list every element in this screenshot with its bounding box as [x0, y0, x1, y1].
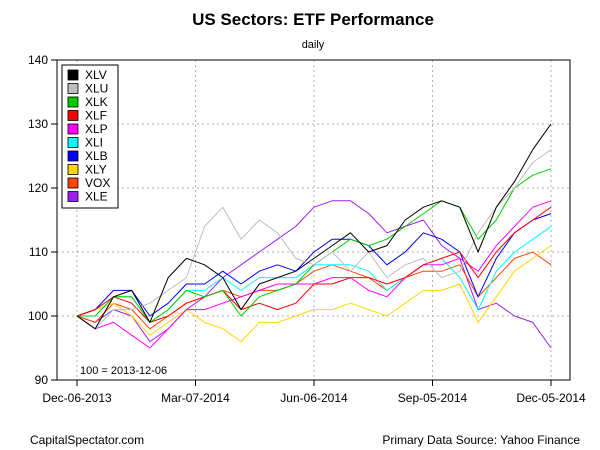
- x-tick-label: Sep-05-2014: [398, 391, 468, 405]
- legend-swatch: [67, 137, 79, 148]
- legend-label: XLF: [85, 109, 107, 123]
- y-tick-label: 130: [28, 117, 48, 131]
- footer-left: CapitalSpectator.com: [30, 433, 144, 447]
- baseline-note: 100 = 2013-12-06: [80, 365, 167, 377]
- legend-label: XLV: [85, 68, 107, 82]
- series-line-xlv: [76, 123, 552, 330]
- series-line-vox: [76, 251, 552, 330]
- series-line-xly: [76, 245, 552, 343]
- legend-swatch: [67, 96, 79, 108]
- gridlines: [57, 59, 570, 381]
- legend-label: XLP: [85, 122, 108, 136]
- y-tick-label: 100: [28, 309, 48, 323]
- chart-subtitle: daily: [302, 39, 325, 51]
- x-tick-label: Dec-05-2014: [516, 391, 586, 405]
- series-lines: [76, 123, 552, 349]
- x-tick-label: Jun-06-2014: [280, 391, 348, 405]
- legend-swatch: [67, 150, 79, 162]
- legend-swatch: [67, 177, 79, 189]
- legend-label: XLY: [85, 163, 107, 177]
- legend-label: XLK: [85, 95, 108, 109]
- series-line-xlu: [76, 149, 552, 330]
- x-tick-label: Dec-06-2013: [42, 391, 112, 405]
- legend-swatch: [67, 191, 79, 202]
- footer-right: Primary Data Source: Yahoo Finance: [382, 433, 580, 447]
- legend-swatch: [67, 69, 79, 81]
- y-tick-label: 120: [28, 181, 48, 195]
- y-tick-label: 90: [35, 373, 49, 387]
- legend-swatch: [67, 123, 79, 135]
- x-tick-label: Mar-07-2014: [161, 391, 230, 405]
- legend-swatch: [67, 110, 79, 121]
- series-line-xlf: [76, 206, 552, 323]
- chart-title: US Sectors: ETF Performance: [192, 10, 434, 29]
- legend-label: XLB: [85, 149, 108, 163]
- x-axis: Dec-06-2013 Mar-07-2014 Jun-06-2014 Sep-05-…: [42, 380, 586, 405]
- legend-label: XLI: [85, 136, 103, 150]
- legend-label: XLU: [85, 82, 108, 96]
- legend-swatch: [67, 164, 79, 175]
- series-line-xlb: [76, 213, 552, 317]
- legend-label: VOX: [85, 176, 110, 190]
- y-tick-label: 110: [29, 245, 48, 259]
- series-line-xle: [76, 200, 552, 349]
- legend-swatch: [67, 83, 79, 94]
- y-axis: 90 100 110 120 130 140: [28, 53, 57, 387]
- y-tick-label: 140: [28, 53, 48, 67]
- legend-label: XLE: [85, 190, 108, 204]
